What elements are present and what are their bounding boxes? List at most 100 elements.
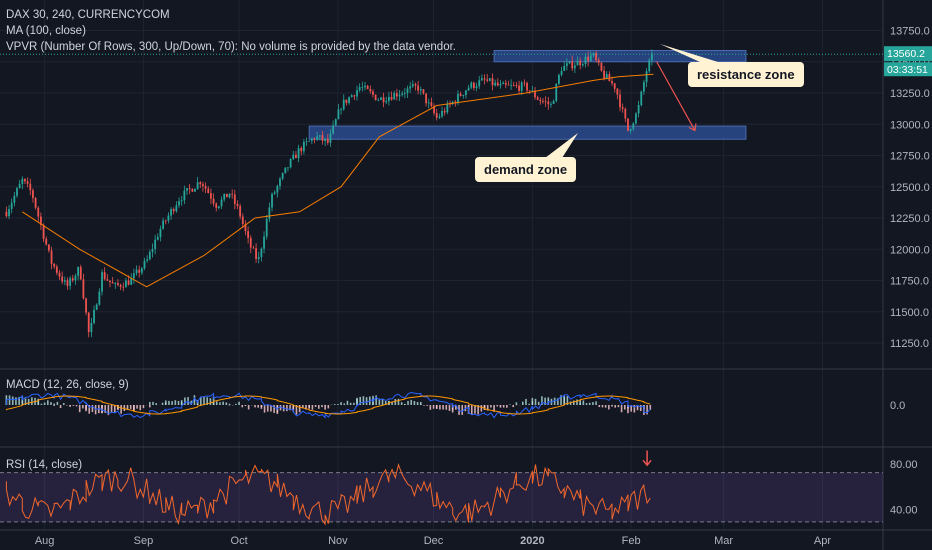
candle-down — [473, 82, 475, 88]
candle-up — [148, 251, 151, 260]
candle-up — [276, 185, 279, 193]
candle-up — [565, 63, 568, 66]
macd-tick-label: 0.0 — [890, 400, 905, 412]
candle-down — [55, 266, 58, 273]
candle-up — [358, 87, 361, 91]
macd-histogram-bar — [426, 405, 428, 406]
candle-up — [77, 267, 79, 276]
candle-up — [632, 123, 635, 129]
candle-down — [353, 95, 356, 97]
candle-up — [324, 138, 327, 141]
macd-histogram-bar — [279, 405, 282, 411]
macd-histogram-bar — [521, 401, 524, 405]
candle-up — [589, 55, 592, 61]
resistance-zone-callout[interactable]: resistance zone — [688, 62, 804, 87]
rsi-legend: RSI (14, close) — [6, 459, 83, 471]
macd-histogram-bar — [359, 396, 362, 405]
candle-down — [249, 237, 252, 248]
macd-histogram-bar — [598, 405, 601, 408]
candle-up — [132, 273, 135, 279]
candle-up — [271, 193, 273, 208]
candle-up — [640, 91, 643, 105]
candle-up — [101, 272, 103, 292]
candle-down — [345, 99, 348, 103]
candle-up — [287, 167, 289, 169]
demand-zone-callout[interactable]: demand zone — [475, 157, 577, 182]
candle-up — [356, 90, 358, 97]
macd-histogram-bar — [541, 396, 543, 405]
macd-histogram-bar — [528, 403, 530, 405]
macd-histogram-bar — [576, 399, 578, 405]
candle-down — [241, 216, 244, 224]
rsi-line — [5, 462, 651, 526]
candle-up — [475, 86, 478, 88]
macd-histogram-bar — [582, 400, 585, 405]
candle-down — [199, 182, 202, 185]
candle-down — [430, 102, 433, 107]
candle-up — [581, 64, 584, 66]
candle-up — [446, 103, 449, 113]
candle-up — [406, 88, 409, 94]
candle-up — [550, 103, 552, 105]
rsi-tick-label: 40.00 — [890, 505, 918, 517]
macd-histogram-bar — [47, 400, 49, 405]
candle-up — [140, 268, 143, 273]
last-price-badge[interactable] — [884, 46, 932, 62]
candle-down — [117, 283, 119, 285]
candle-down — [252, 247, 255, 249]
axes: 11250.0 11500.0 11750.0 12000.0 12250.0 12500… — [35, 26, 930, 548]
candle-down — [236, 203, 239, 206]
demand-zone-box[interactable] — [308, 125, 747, 140]
candle-down — [382, 97, 385, 103]
macd-histogram-bar — [235, 403, 237, 405]
macd-histogram-bar — [164, 402, 167, 405]
macd-histogram-bar — [53, 405, 55, 406]
candle-down — [539, 99, 542, 102]
candle-down — [24, 178, 26, 182]
price-tick-label: 13250.0 — [890, 88, 930, 100]
macd-histogram-bar — [378, 398, 381, 405]
candle-down — [79, 267, 82, 280]
candle-down — [547, 101, 550, 105]
macd-histogram-bar — [212, 396, 215, 405]
candle-up — [478, 80, 481, 87]
candle-up — [502, 82, 505, 85]
candle-down — [188, 188, 191, 189]
candle-down — [507, 84, 510, 86]
macd-histogram-bar — [225, 402, 228, 405]
price-tick-label: 13750.0 — [890, 26, 930, 38]
candle-down — [29, 183, 32, 191]
macd-histogram-bar — [531, 401, 534, 405]
candle-up — [135, 269, 138, 274]
macd-histogram-bar — [184, 397, 186, 405]
candle-down — [512, 84, 515, 86]
macd-histogram-bar — [244, 405, 247, 406]
macd-histogram-bar — [11, 396, 14, 405]
candle-down — [233, 194, 236, 204]
candle-down — [523, 82, 526, 84]
macd-histogram-bar — [69, 405, 71, 406]
candle-up — [393, 93, 396, 100]
candle-down — [459, 93, 462, 96]
candle-down — [372, 91, 374, 95]
candle-up — [560, 70, 563, 75]
macd-histogram-bar — [623, 405, 626, 410]
macd-histogram-bar — [486, 405, 489, 411]
rsi-overbought-arrow — [642, 450, 652, 467]
resistance-zone-box[interactable] — [493, 50, 747, 63]
macd-histogram-bar — [391, 401, 393, 405]
projection-arrow — [656, 61, 696, 131]
candle-down — [528, 90, 531, 92]
zones[interactable] — [308, 50, 747, 140]
candle-up — [265, 218, 268, 237]
candle-up — [93, 309, 95, 323]
macd-histogram-bar — [219, 402, 221, 405]
macd-histogram-bar — [215, 401, 218, 405]
candle-up — [462, 94, 465, 96]
candle-up — [584, 56, 587, 65]
overlay[interactable]: 13560.2 03:33:51 — [0, 44, 932, 467]
macd-histogram-bar — [477, 405, 479, 415]
macd-histogram-bar — [604, 405, 607, 408]
candle-down — [5, 211, 8, 217]
